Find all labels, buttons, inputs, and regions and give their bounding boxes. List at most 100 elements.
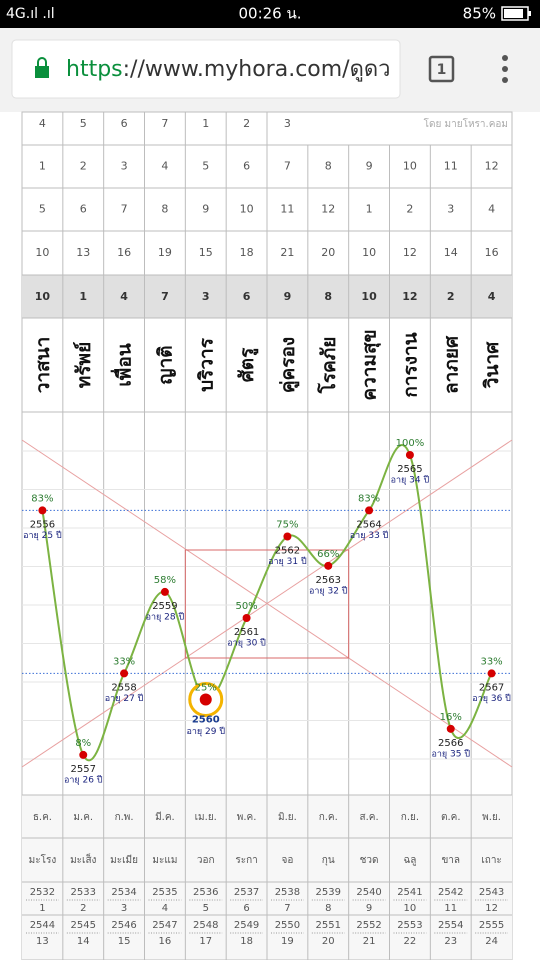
age-number: 20 <box>322 936 335 947</box>
cell: 12 <box>403 246 417 259</box>
age-number: 6 <box>243 903 249 914</box>
year-label: 2557 <box>71 764 96 775</box>
percent-label: 25% <box>195 683 217 694</box>
house-name: ญาติ <box>154 345 176 384</box>
cell: 6 <box>121 117 128 130</box>
year-label: 2556 <box>30 519 55 530</box>
age-number: 5 <box>203 903 209 914</box>
percent-label: 58% <box>154 575 176 586</box>
cell: 10 <box>362 246 376 259</box>
cell: 9 <box>202 203 209 216</box>
cell: 6 <box>243 160 250 173</box>
house-name: การงาน <box>399 332 421 397</box>
cell: 1 <box>202 117 209 130</box>
age-label: อายุ 36 ปี <box>472 693 511 704</box>
month: ธ.ค. <box>33 812 52 823</box>
cell: 3 <box>121 160 128 173</box>
zodiac-animal: ระกา <box>235 855 257 866</box>
cell: 15 <box>199 246 213 259</box>
cell: 13 <box>76 246 90 259</box>
cell: 7 <box>161 117 168 130</box>
year-label: 2560 <box>192 715 220 726</box>
percent-label: 66% <box>317 549 339 560</box>
house-name: คู่ครอง <box>277 337 300 393</box>
cell: 2 <box>80 160 87 173</box>
year: 2536 <box>193 887 218 898</box>
tabs-button[interactable] <box>428 55 455 83</box>
year-label: 2558 <box>111 682 136 693</box>
percent-label: 33% <box>113 656 135 667</box>
cell: 16 <box>485 246 499 259</box>
year-label: 2566 <box>438 738 463 749</box>
year: 2544 <box>30 920 55 931</box>
point <box>446 724 455 733</box>
year: 2540 <box>356 887 381 898</box>
age-number: 19 <box>281 936 294 947</box>
total-cell: 12 <box>402 290 417 303</box>
lock-shackle <box>37 57 47 66</box>
zodiac-animal: มะเส็ง <box>70 852 96 866</box>
url-scheme: https <box>66 57 123 82</box>
year-label: 2559 <box>152 601 177 612</box>
age-number: 10 <box>404 903 417 914</box>
url-box[interactable] <box>11 39 401 99</box>
menu-dot[interactable] <box>502 77 508 83</box>
month: เม.ย. <box>195 812 217 823</box>
age-number: 3 <box>121 903 127 914</box>
menu-dot[interactable] <box>502 55 508 61</box>
age-label: อายุ 35 ปี <box>431 748 470 759</box>
cell: 11 <box>444 160 458 173</box>
house-name: โรคภัย <box>317 337 340 395</box>
lock-icon <box>35 66 49 78</box>
zodiac-animal: ขาล <box>441 855 460 866</box>
point <box>160 587 169 596</box>
percent-label: 16% <box>440 712 462 723</box>
age-number: 8 <box>325 903 331 914</box>
cell: 1 <box>366 203 373 216</box>
age-label: อายุ 31 ปี <box>268 556 307 567</box>
menu-dot[interactable] <box>502 66 508 72</box>
cell: 7 <box>121 203 128 216</box>
point <box>79 750 88 759</box>
total-cell: 4 <box>488 290 496 303</box>
year: 2551 <box>316 920 341 931</box>
cell: 1 <box>39 160 46 173</box>
percent-label: 83% <box>358 493 380 504</box>
year: 2534 <box>111 887 136 898</box>
cell: 8 <box>325 160 332 173</box>
year-label: 2561 <box>234 627 259 638</box>
house-name: วาสนา <box>32 337 54 394</box>
age-number: 17 <box>199 936 212 947</box>
tab-count: 1 <box>437 62 447 78</box>
age-number: 23 <box>444 936 457 947</box>
age-number: 13 <box>36 936 49 947</box>
percent-label: 8% <box>75 738 91 749</box>
battery-tip <box>528 11 531 16</box>
cell: 4 <box>488 203 495 216</box>
age-label: อายุ 30 ปี <box>227 638 266 649</box>
signal: 4G.ıl .ıl <box>6 6 55 22</box>
age-number: 14 <box>77 936 90 947</box>
age-number: 9 <box>366 903 372 914</box>
percent-label: 83% <box>31 493 53 504</box>
month: ก.พ. <box>115 812 134 823</box>
age-number: 12 <box>485 903 498 914</box>
cell: 19 <box>158 246 172 259</box>
cell: 10 <box>403 160 417 173</box>
house-name: เพื่อน <box>111 343 136 386</box>
battery-level: 85% <box>463 5 496 23</box>
total-cell: 6 <box>243 290 251 303</box>
cell: 12 <box>321 203 335 216</box>
year-label: 2564 <box>356 519 381 530</box>
url: https://www.myhora.com/ดูดว <box>66 57 391 82</box>
year: 2550 <box>275 920 300 931</box>
month: พ.ค. <box>237 812 257 823</box>
month: ก.ย. <box>401 812 419 823</box>
status-bar <box>0 0 540 28</box>
cell: 10 <box>240 203 254 216</box>
center-square <box>184 549 350 659</box>
total-cell: 7 <box>161 290 169 303</box>
point <box>199 693 212 706</box>
